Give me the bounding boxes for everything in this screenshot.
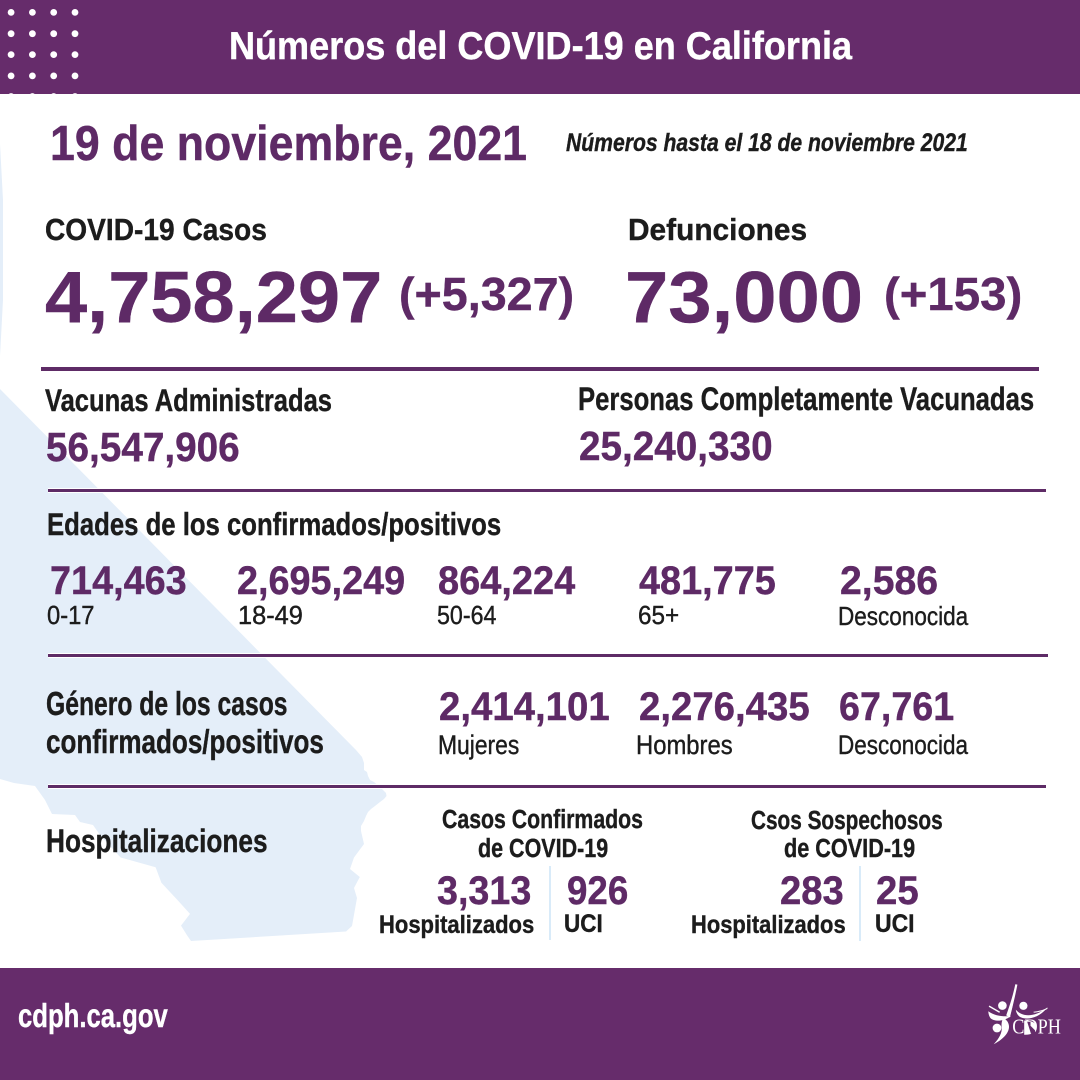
svg-text:CDPH: CDPH <box>1012 1015 1061 1039</box>
